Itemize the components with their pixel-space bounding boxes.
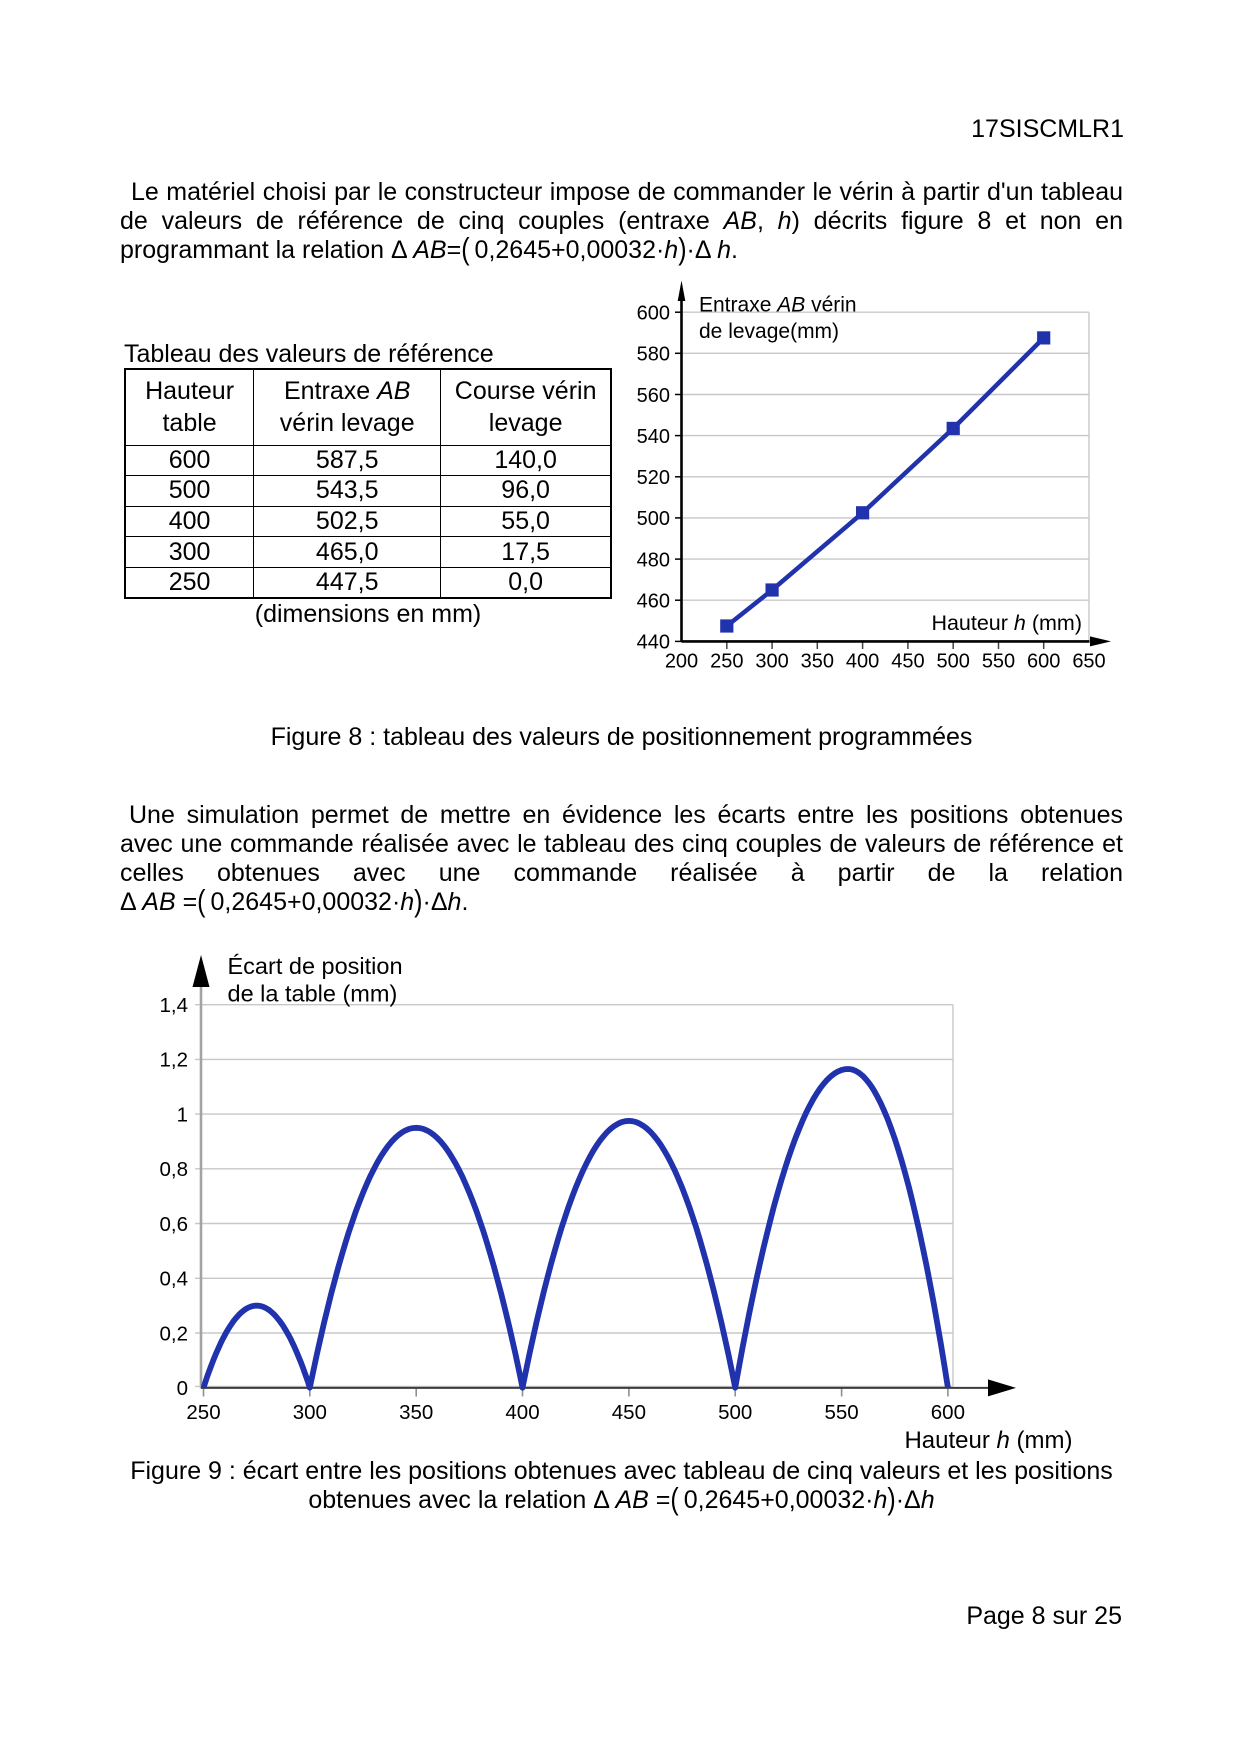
svg-text:500: 500 bbox=[637, 508, 670, 530]
svg-text:Écart de position: Écart de position bbox=[228, 953, 403, 979]
svg-text:600: 600 bbox=[1027, 651, 1060, 673]
svg-text:250: 250 bbox=[710, 651, 743, 673]
svg-text:500: 500 bbox=[718, 1401, 752, 1424]
svg-text:de levage(mm): de levage(mm) bbox=[699, 320, 839, 343]
svg-text:1,4: 1,4 bbox=[160, 994, 189, 1017]
svg-text:0,4: 0,4 bbox=[160, 1268, 189, 1291]
svg-text:550: 550 bbox=[982, 651, 1015, 673]
svg-text:de la table (mm): de la table (mm) bbox=[228, 981, 398, 1007]
svg-text:0,2: 0,2 bbox=[160, 1322, 189, 1345]
svg-text:540: 540 bbox=[637, 426, 670, 448]
svg-text:300: 300 bbox=[755, 651, 788, 673]
svg-text:Entraxe AB vérin: Entraxe AB vérin bbox=[699, 294, 857, 317]
svg-text:600: 600 bbox=[637, 303, 670, 325]
svg-text:460: 460 bbox=[637, 591, 670, 613]
svg-text:550: 550 bbox=[824, 1401, 858, 1424]
svg-text:Hauteur h (mm): Hauteur h (mm) bbox=[904, 1427, 1072, 1454]
svg-text:300: 300 bbox=[293, 1401, 327, 1424]
svg-text:400: 400 bbox=[505, 1401, 539, 1424]
svg-text:Hauteur h (mm): Hauteur h (mm) bbox=[931, 611, 1082, 635]
svg-text:440: 440 bbox=[637, 632, 670, 654]
svg-text:520: 520 bbox=[637, 467, 670, 489]
svg-text:0,8: 0,8 bbox=[160, 1158, 189, 1181]
svg-text:500: 500 bbox=[937, 651, 970, 673]
svg-text:1,2: 1,2 bbox=[160, 1049, 189, 1072]
svg-text:600: 600 bbox=[931, 1401, 965, 1424]
svg-text:0: 0 bbox=[177, 1377, 188, 1400]
svg-text:1: 1 bbox=[177, 1103, 188, 1126]
svg-text:200: 200 bbox=[665, 651, 698, 673]
svg-text:480: 480 bbox=[637, 549, 670, 571]
svg-text:350: 350 bbox=[801, 651, 834, 673]
svg-text:650: 650 bbox=[1072, 651, 1105, 673]
svg-text:450: 450 bbox=[612, 1401, 646, 1424]
svg-text:250: 250 bbox=[186, 1401, 220, 1424]
svg-text:350: 350 bbox=[399, 1401, 433, 1424]
svg-text:580: 580 bbox=[637, 344, 670, 366]
svg-text:450: 450 bbox=[891, 651, 924, 673]
svg-text:560: 560 bbox=[637, 385, 670, 407]
svg-text:400: 400 bbox=[846, 651, 879, 673]
svg-text:0,6: 0,6 bbox=[160, 1213, 189, 1236]
